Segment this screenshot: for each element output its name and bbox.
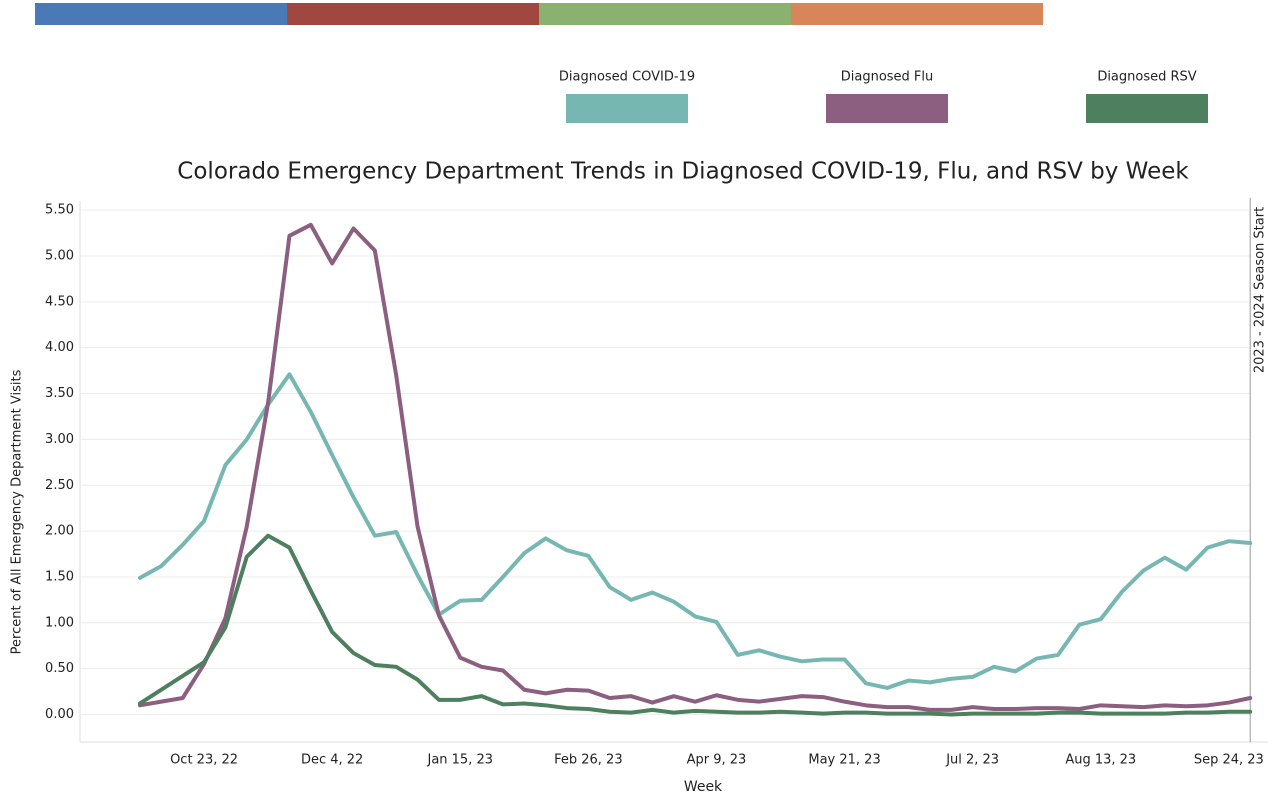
chart-title: Colorado Emergency Department Trends in …: [177, 159, 1189, 185]
legend-label: Diagnosed Flu: [841, 70, 934, 85]
tab-bar: [539, 3, 791, 25]
x-tick-label: Oct 23, 22: [170, 753, 238, 768]
series-line: [138, 533, 1253, 717]
annotation: 2023 - 2024 Season Start: [1253, 207, 1268, 373]
tab-bar: [791, 3, 1043, 25]
x-tick-label: Jul 2, 23: [945, 753, 999, 768]
legend-swatch: [826, 94, 948, 123]
x-tick-label: Apr 9, 23: [687, 753, 747, 768]
legend-label: Diagnosed RSV: [1097, 70, 1196, 85]
y-tick-label: 0.00: [45, 707, 74, 722]
y-tick-label: 0.50: [45, 661, 74, 676]
x-tick-label: May 21, 23: [808, 753, 880, 768]
legend-swatch: [566, 94, 688, 123]
y-tick-label: 5.50: [45, 203, 74, 218]
tab-bar: [35, 3, 287, 25]
y-tick-label: 2.00: [45, 524, 74, 539]
x-tick-label: Aug 13, 23: [1065, 753, 1136, 768]
y-tick-label: 1.50: [45, 569, 74, 584]
series-line: [138, 372, 1253, 690]
y-tick-label: 5.00: [45, 249, 74, 264]
x-tick-label: Sep 24, 23: [1194, 753, 1264, 768]
x-tick-label: Dec 4, 22: [301, 753, 363, 768]
x-tick-label: Feb 26, 23: [554, 753, 623, 768]
y-tick-label: 4.50: [45, 294, 74, 309]
y-tick-label: 4.00: [45, 340, 74, 355]
y-tick-label: 2.50: [45, 478, 74, 493]
y-tick-label: 1.00: [45, 615, 74, 630]
legend-label: Diagnosed COVID-19: [559, 70, 695, 85]
x-axis-label: Week: [684, 779, 723, 795]
y-tick-label: 3.00: [45, 432, 74, 447]
x-tick-label: Jan 15, 23: [426, 753, 493, 768]
series-line: [138, 222, 1253, 712]
tab-bar: [287, 3, 539, 25]
y-tick-label: 3.50: [45, 386, 74, 401]
y-axis-label: Percent of All Emergency Department Visi…: [10, 369, 25, 654]
legend-swatch: [1086, 94, 1208, 123]
